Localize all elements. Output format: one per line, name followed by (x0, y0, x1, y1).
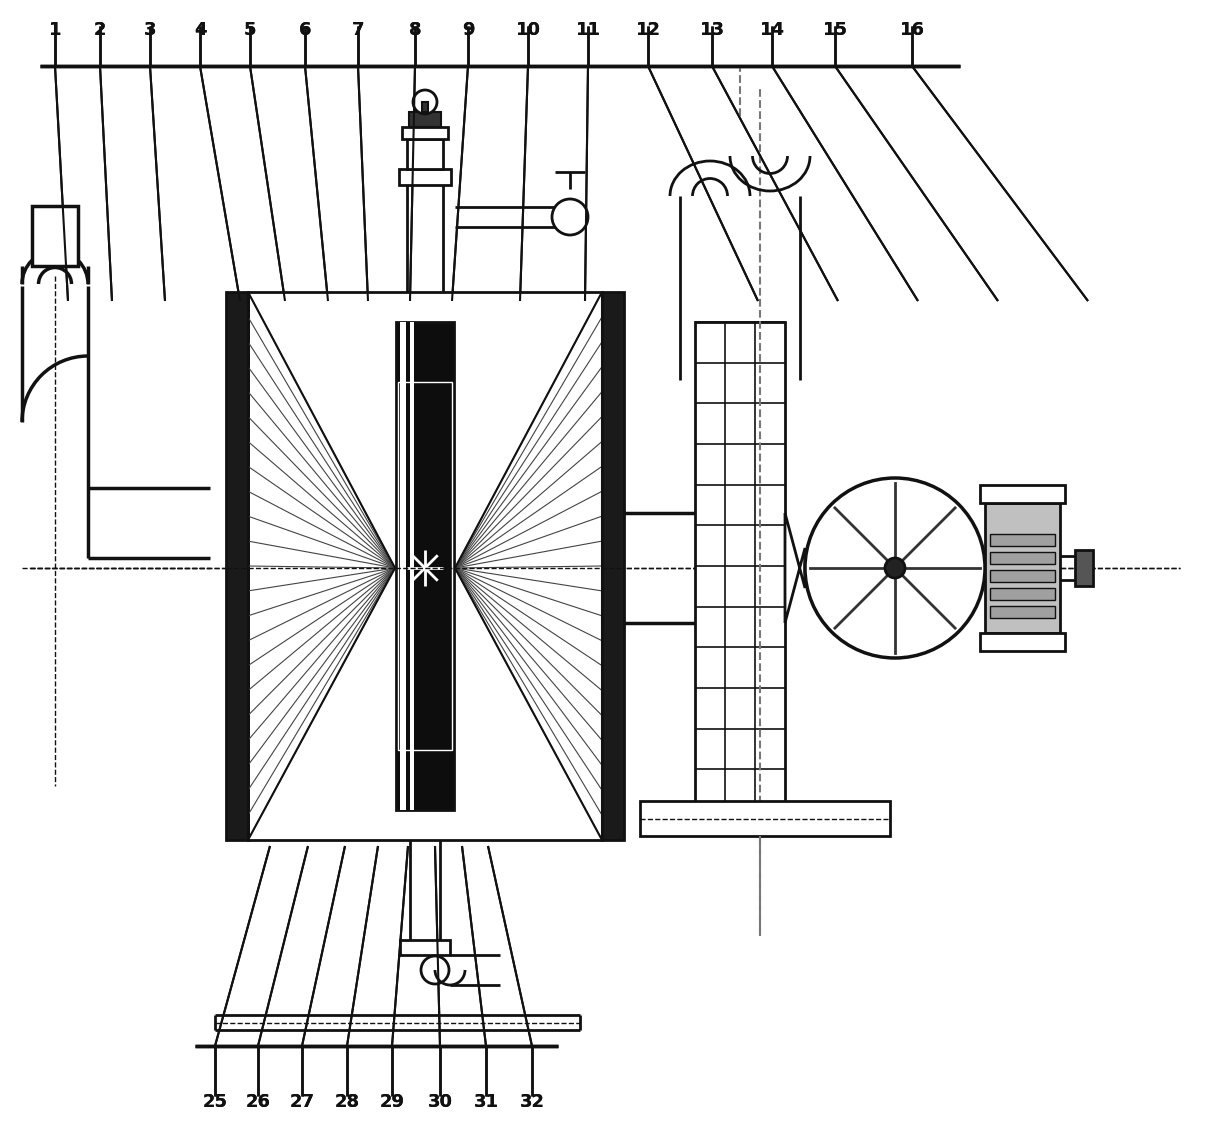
Text: 25: 25 (203, 1093, 228, 1111)
Bar (990, 552, 1055, 563)
Text: 8: 8 (409, 20, 421, 39)
Text: 1: 1 (49, 20, 61, 39)
Circle shape (805, 478, 985, 658)
Text: 15: 15 (822, 20, 848, 39)
Text: 11: 11 (575, 20, 600, 39)
Text: 15: 15 (822, 20, 848, 39)
Text: 4: 4 (194, 20, 206, 39)
Text: 3: 3 (144, 20, 156, 39)
Bar (398, 382, 452, 750)
Polygon shape (785, 513, 805, 623)
Bar (226, 292, 247, 840)
Text: 2: 2 (93, 20, 107, 39)
Text: 12: 12 (636, 20, 661, 39)
Bar (980, 485, 1065, 503)
Bar (990, 570, 1055, 582)
Text: 6: 6 (298, 20, 312, 39)
Text: 25: 25 (203, 1093, 228, 1111)
Text: 32: 32 (519, 1093, 545, 1111)
Text: 14: 14 (759, 20, 785, 39)
Bar (409, 112, 442, 127)
Text: 10: 10 (516, 20, 541, 39)
Bar (395, 321, 454, 810)
Text: 30: 30 (427, 1093, 452, 1111)
Polygon shape (22, 236, 210, 558)
Text: 2: 2 (93, 20, 107, 39)
Text: 13: 13 (700, 20, 724, 39)
Text: 7: 7 (352, 20, 364, 39)
Text: 9: 9 (462, 20, 474, 39)
Bar (247, 292, 602, 840)
Text: 28: 28 (335, 1093, 359, 1111)
Text: 11: 11 (575, 20, 600, 39)
Bar (695, 321, 785, 810)
Text: 27: 27 (290, 1093, 314, 1111)
Text: 29: 29 (380, 1093, 404, 1111)
Text: 30: 30 (427, 1093, 452, 1111)
Text: 32: 32 (519, 1093, 545, 1111)
Text: 8: 8 (409, 20, 421, 39)
Bar (400, 321, 406, 810)
Text: 26: 26 (245, 1093, 270, 1111)
Bar (990, 588, 1055, 600)
Circle shape (412, 90, 437, 114)
Text: 31: 31 (473, 1093, 499, 1111)
Text: 16: 16 (900, 20, 924, 39)
Text: 16: 16 (900, 20, 924, 39)
Circle shape (421, 957, 449, 984)
Bar (990, 605, 1055, 618)
Bar (985, 503, 1060, 633)
Bar (422, 102, 428, 112)
Bar (408, 139, 443, 169)
Text: 14: 14 (759, 20, 785, 39)
Circle shape (885, 558, 905, 578)
Text: 27: 27 (290, 1093, 314, 1111)
Text: 29: 29 (380, 1093, 404, 1111)
Bar (402, 127, 448, 139)
Text: 4: 4 (194, 20, 206, 39)
Bar (990, 534, 1055, 546)
Text: 10: 10 (516, 20, 541, 39)
Text: 31: 31 (473, 1093, 499, 1111)
Text: 13: 13 (700, 20, 724, 39)
Circle shape (552, 199, 588, 235)
Bar (602, 292, 623, 840)
Text: 28: 28 (335, 1093, 359, 1111)
Text: 6: 6 (298, 20, 312, 39)
Text: 1: 1 (49, 20, 61, 39)
Text: 3: 3 (144, 20, 156, 39)
Bar (980, 633, 1065, 651)
Bar (640, 801, 890, 836)
Text: 9: 9 (462, 20, 474, 39)
Bar (1075, 550, 1093, 586)
Text: 26: 26 (245, 1093, 270, 1111)
Text: 5: 5 (244, 20, 256, 39)
Text: 5: 5 (244, 20, 256, 39)
Text: 12: 12 (636, 20, 661, 39)
Bar (410, 321, 414, 810)
Text: 7: 7 (352, 20, 364, 39)
Bar (399, 169, 451, 185)
Bar (400, 939, 450, 955)
Bar (32, 206, 78, 266)
